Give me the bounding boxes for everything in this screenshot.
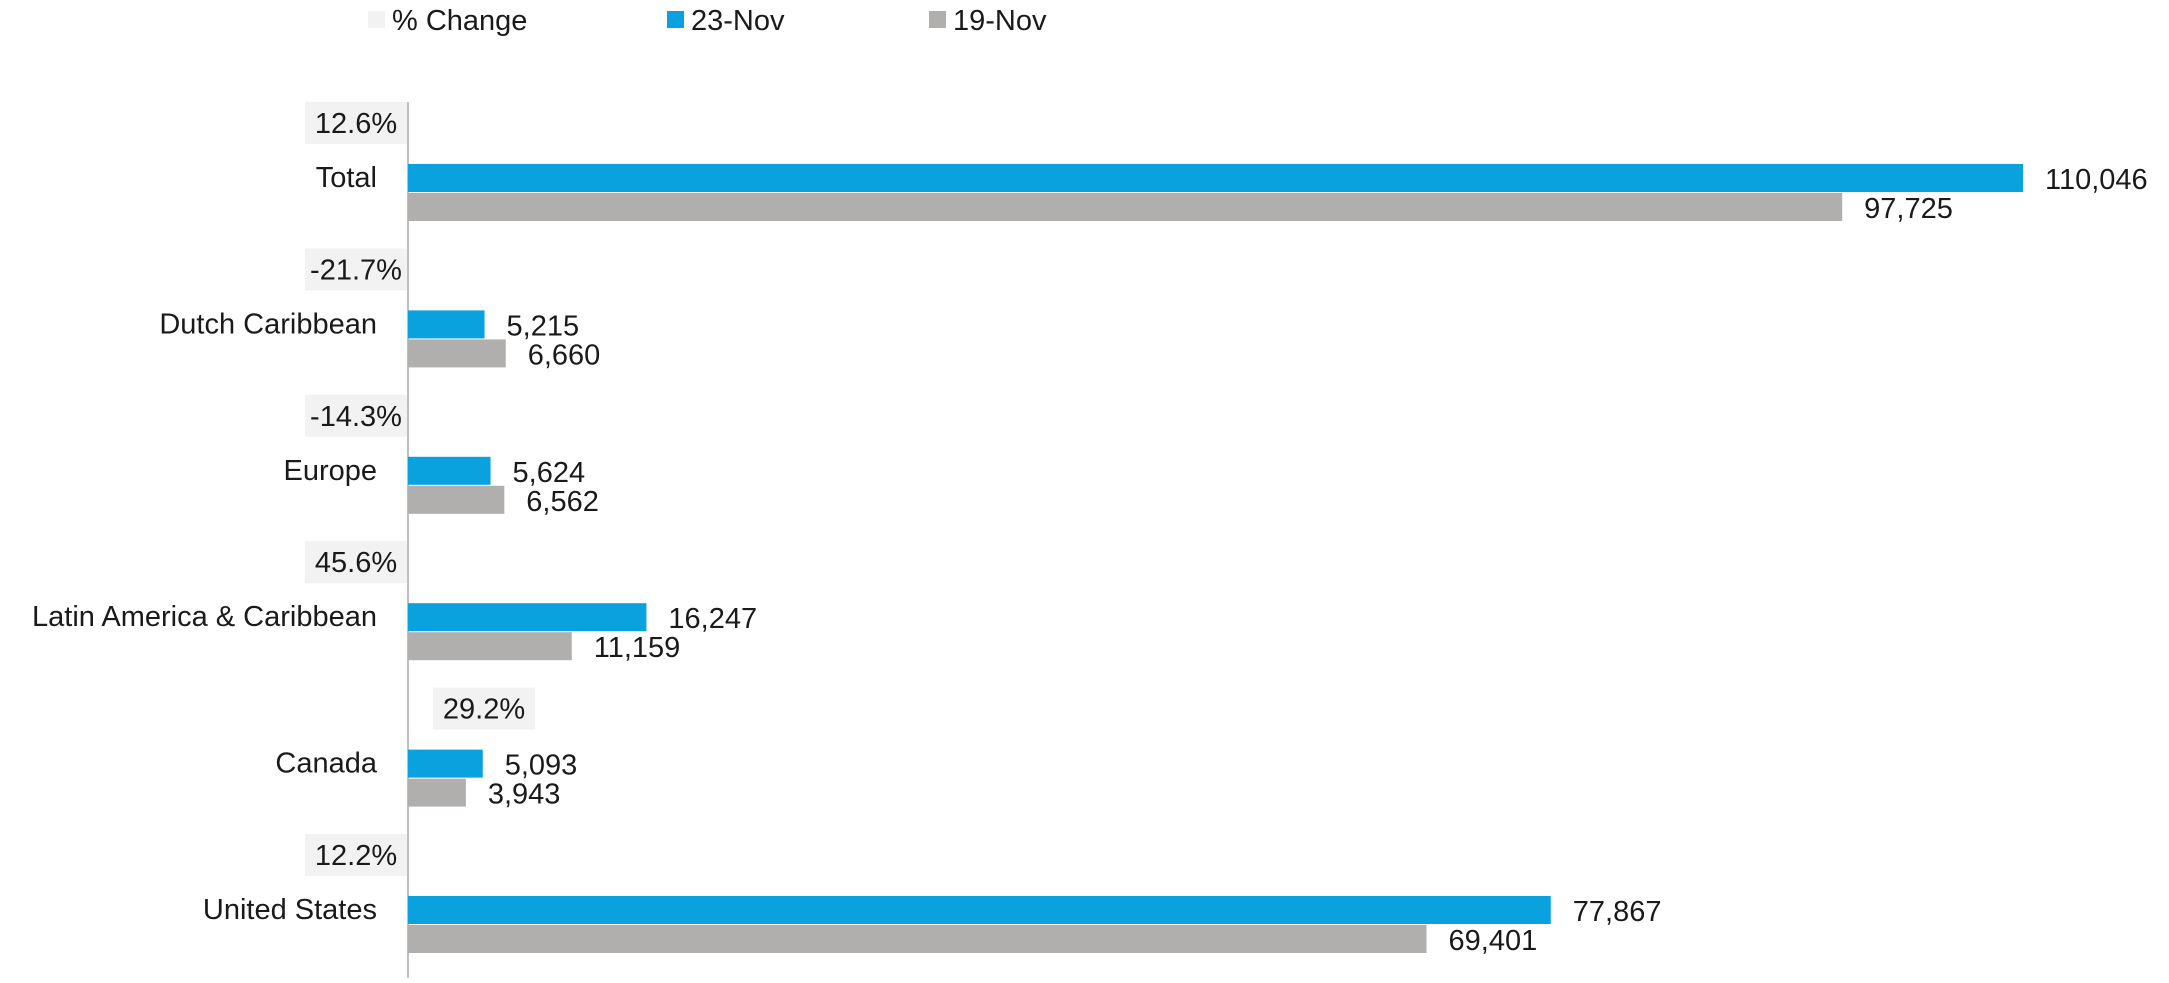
- value-label-19nov-4: 11,159: [594, 632, 681, 664]
- value-label-19nov-3: 6,562: [526, 486, 599, 518]
- legend-label-3: 19-Nov: [953, 5, 1047, 37]
- category-label-5: Canada: [275, 748, 377, 780]
- value-label-23nov-6: 77,867: [1573, 896, 1662, 928]
- value-label-23nov-1: 110,046: [2045, 164, 2148, 196]
- value-label-23nov-4: 16,247: [668, 603, 757, 635]
- category-label-1: Total: [316, 162, 377, 194]
- bar-19nov-3: [408, 485, 505, 514]
- pct-change-box-5: [433, 687, 535, 730]
- bar-19nov-1: [408, 193, 1843, 221]
- pct-change-box-3: [305, 394, 407, 437]
- value-label-19nov-6: 69,401: [1449, 925, 1538, 957]
- value-label-19nov-1: 97,725: [1864, 193, 1953, 225]
- bar-23nov-6: [408, 896, 1551, 924]
- bar-23nov-3: [408, 456, 491, 485]
- value-label-19nov-5: 3,943: [488, 779, 561, 811]
- legend-label-1: % Change: [392, 5, 527, 37]
- legend-swatch-2: [667, 11, 684, 28]
- bar-23nov-4: [408, 603, 647, 632]
- pct-change-box-6: [305, 834, 407, 876]
- category-label-6: United States: [203, 894, 377, 926]
- bar-19nov-2: [408, 339, 506, 368]
- bar-19nov-5: [408, 778, 466, 807]
- bar-23nov-5: [408, 749, 483, 778]
- category-label-4: Latin America & Caribbean: [32, 601, 377, 633]
- pct-change-label-5: 29.2%: [443, 694, 525, 726]
- value-label-19nov-2: 6,660: [528, 339, 601, 371]
- legend-swatch-1: [368, 11, 385, 28]
- category-label-2: Dutch Caribbean: [159, 308, 377, 340]
- pct-change-label-1: 12.6%: [315, 108, 397, 140]
- pct-change-box-1: [305, 102, 407, 144]
- pct-change-label-3: -14.3%: [310, 401, 402, 433]
- legend-swatch-3: [929, 11, 946, 28]
- bar-23nov-2: [408, 310, 485, 339]
- value-label-23nov-3: 5,624: [513, 457, 586, 489]
- value-label-23nov-5: 5,093: [505, 750, 578, 782]
- pct-change-box-2: [305, 248, 407, 291]
- pct-change-label-6: 12.2%: [315, 840, 397, 872]
- bar-23nov-1: [408, 164, 2023, 192]
- pct-change-box-4: [305, 541, 407, 584]
- pct-change-label-2: -21.7%: [310, 254, 402, 286]
- bar-19nov-4: [408, 632, 572, 661]
- pct-change-label-4: 45.6%: [315, 547, 397, 579]
- value-label-23nov-2: 5,215: [507, 310, 580, 342]
- category-label-3: Europe: [283, 455, 377, 487]
- legend-label-2: 23-Nov: [691, 5, 785, 37]
- bar-19nov-6: [408, 925, 1427, 953]
